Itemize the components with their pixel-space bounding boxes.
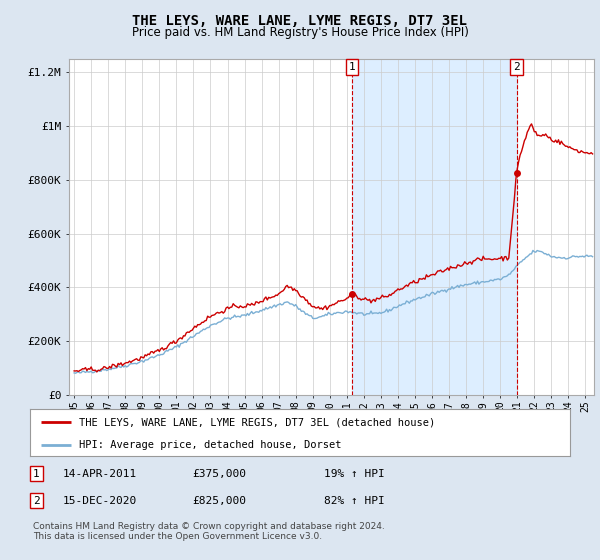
Text: 82% ↑ HPI: 82% ↑ HPI [324,496,385,506]
Text: THE LEYS, WARE LANE, LYME REGIS, DT7 3EL (detached house): THE LEYS, WARE LANE, LYME REGIS, DT7 3EL… [79,417,435,427]
Text: 14-APR-2011: 14-APR-2011 [63,469,137,479]
Text: Price paid vs. HM Land Registry's House Price Index (HPI): Price paid vs. HM Land Registry's House … [131,26,469,39]
Text: 1: 1 [33,469,40,479]
Text: £375,000: £375,000 [192,469,246,479]
Bar [352,59,517,395]
Text: Contains HM Land Registry data © Crown copyright and database right 2024.
This d: Contains HM Land Registry data © Crown c… [33,522,385,542]
Text: 2: 2 [513,62,520,72]
Text: HPI: Average price, detached house, Dorset: HPI: Average price, detached house, Dors… [79,440,341,450]
Text: THE LEYS, WARE LANE, LYME REGIS, DT7 3EL: THE LEYS, WARE LANE, LYME REGIS, DT7 3EL [133,14,467,28]
Text: 1: 1 [349,62,355,72]
Text: 15-DEC-2020: 15-DEC-2020 [63,496,137,506]
Text: 19% ↑ HPI: 19% ↑ HPI [324,469,385,479]
Text: 2: 2 [33,496,40,506]
Text: £825,000: £825,000 [192,496,246,506]
